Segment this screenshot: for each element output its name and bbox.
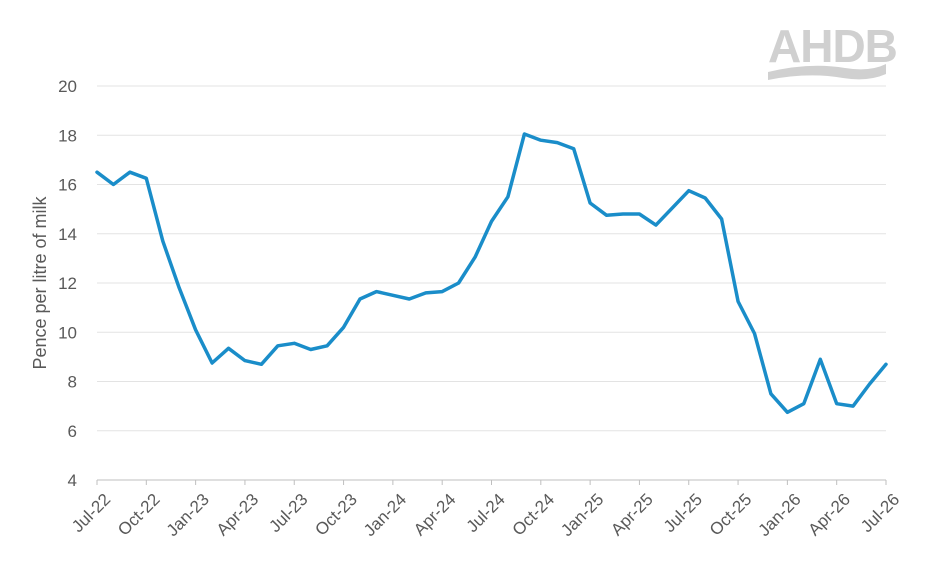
x-tick-label: Jul-25 (660, 490, 706, 536)
x-tick-label: Jan-23 (163, 490, 213, 540)
y-tick-label: 18 (58, 126, 77, 145)
x-tick-label: Oct-23 (311, 490, 361, 540)
logo-wave-icon (768, 64, 886, 80)
x-tick-label: Jul-24 (463, 490, 509, 536)
y-tick-label: 10 (58, 323, 77, 342)
x-tick-label: Apr-23 (213, 490, 263, 540)
x-tick-label: Jan-24 (360, 490, 410, 540)
y-tick-label: 6 (68, 422, 77, 441)
y-tick-label: 16 (58, 176, 77, 195)
x-tick-label: Oct-24 (509, 490, 559, 540)
y-tick-label: 12 (58, 274, 77, 293)
x-tick-label: Jul-26 (857, 490, 903, 536)
ahdb-logo: AHDB (768, 20, 898, 80)
y-tick-label: 8 (68, 373, 77, 392)
y-tick-label: 4 (68, 471, 77, 490)
y-axis-label: Pence per litre of milk (30, 195, 50, 369)
x-tick-label: Jan-25 (557, 490, 607, 540)
ahdb-logo-text: AHDB (768, 20, 897, 72)
x-tick-label: Jan-26 (754, 490, 804, 540)
x-tick-label: Jul-22 (68, 490, 114, 536)
x-tick-label: Apr-24 (410, 490, 460, 540)
x-tick-label: Jul-23 (265, 490, 311, 536)
x-tick-labels: Jul-22 Oct-22 Jan-23 Apr-23 Jul-23 Oct-23 Jan-… (68, 480, 903, 540)
y-tick-label: 20 (58, 77, 77, 96)
y-tick-labels: 4 6 8 10 12 14 16 18 20 (58, 77, 77, 490)
x-tick-label: Apr-26 (804, 490, 854, 540)
gridlines (97, 85, 886, 432)
series-line (95, 132, 888, 415)
x-tick-label: Oct-22 (114, 490, 164, 540)
y-tick-label: 14 (58, 225, 77, 244)
x-tick-label: Apr-25 (607, 490, 657, 540)
x-tick-label: Oct-25 (706, 490, 756, 540)
